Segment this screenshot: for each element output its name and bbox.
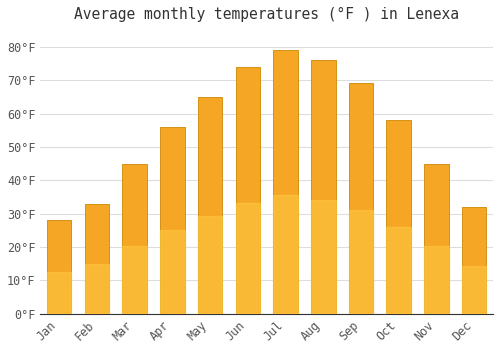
Bar	[386, 120, 411, 314]
Bar	[236, 203, 260, 314]
Bar	[236, 67, 260, 314]
Bar	[47, 220, 72, 314]
Bar	[160, 230, 184, 314]
Bar	[84, 264, 109, 314]
Bar	[122, 164, 147, 314]
Bar	[386, 227, 411, 314]
Bar	[198, 216, 222, 314]
Bar	[311, 200, 336, 314]
Bar	[84, 204, 109, 314]
Bar	[424, 164, 448, 314]
Bar	[311, 60, 336, 314]
Bar	[462, 266, 486, 314]
Bar	[462, 207, 486, 314]
Bar	[47, 272, 72, 314]
Bar	[274, 195, 298, 314]
Bar	[198, 97, 222, 314]
Bar	[122, 246, 147, 314]
Bar	[160, 127, 184, 314]
Bar	[348, 210, 374, 314]
Bar	[424, 246, 448, 314]
Bar	[274, 50, 298, 314]
Bar	[348, 84, 374, 314]
Title: Average monthly temperatures (°F ) in Lenexa: Average monthly temperatures (°F ) in Le…	[74, 7, 459, 22]
